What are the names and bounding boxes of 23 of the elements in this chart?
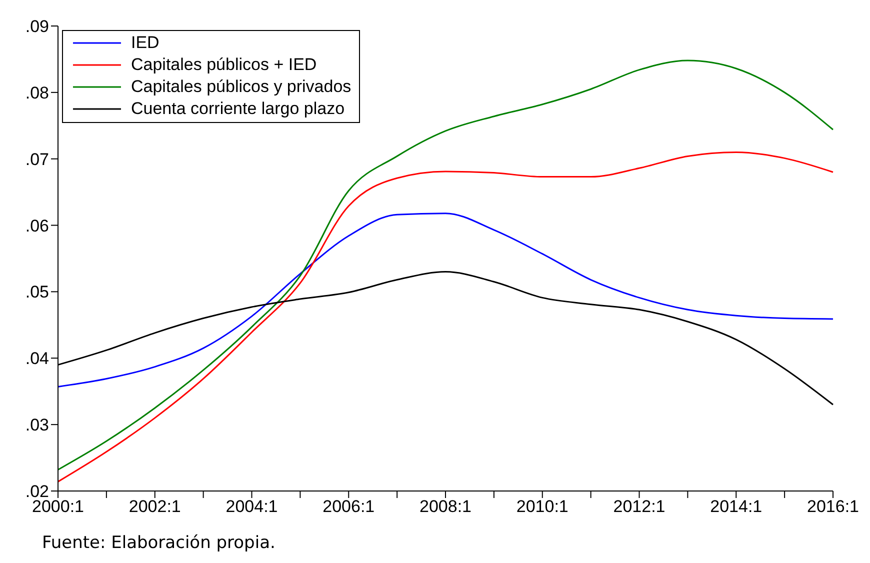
x-tick-label: 2004:1 [226,497,278,516]
legend-label: Cuenta corriente largo plazo [131,98,345,120]
legend-label: Capitales públicos + IED [131,54,317,76]
y-tick-label: .07 [25,150,49,169]
line-series [57,212,834,388]
legend-label: IED [131,32,160,54]
x-tick-label: 2016:1 [807,497,859,516]
y-tick-label: .03 [25,416,49,435]
x-tick-label: 2012:1 [613,497,666,516]
x-tick-label: 2002:1 [128,497,181,516]
source-note: Fuente: Elaboración propia. [42,533,276,553]
y-tick-label: .06 [25,216,49,236]
x-tick-label: 2010:1 [516,497,568,516]
y-tick-label: .09 [25,17,49,36]
line-series [57,151,834,482]
y-tick-label: .04 [25,349,49,368]
line-series [57,60,834,470]
x-tick-label: 2008:1 [420,497,472,516]
x-tick-label: 2014:1 [710,497,762,516]
y-tick-label: .05 [25,282,49,302]
x-tick-label: 2006:1 [322,497,375,516]
y-tick-label: .08 [25,83,49,102]
legend-label: Capitales públicos y privados [131,76,352,98]
